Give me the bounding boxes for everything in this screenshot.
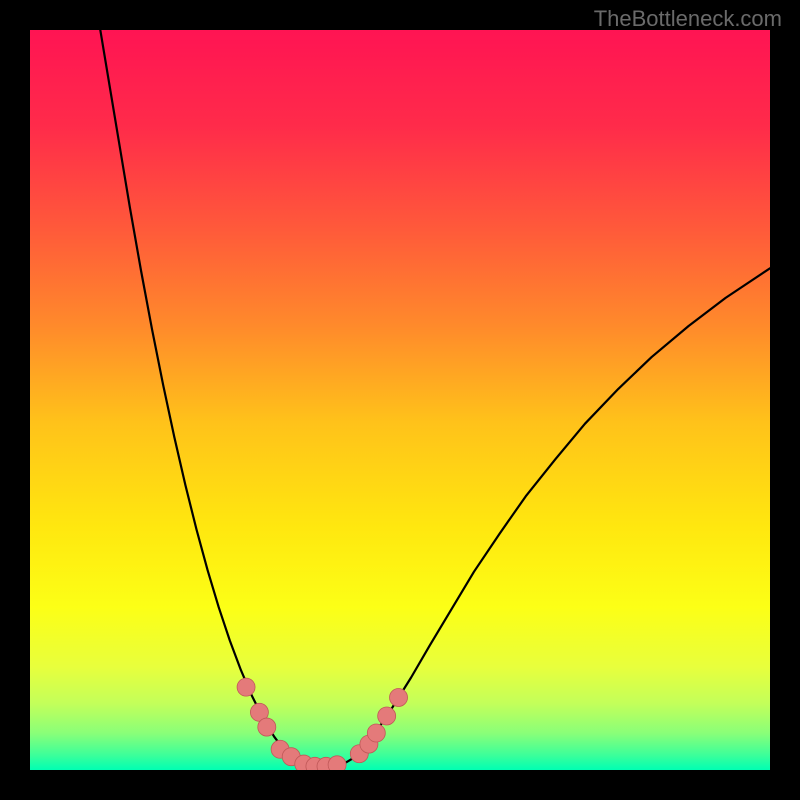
data-marker <box>237 678 255 696</box>
chart-background <box>30 30 770 770</box>
data-marker <box>367 724 385 742</box>
data-marker <box>390 688 408 706</box>
chart-plot-area <box>30 30 770 770</box>
watermark-text: TheBottleneck.com <box>594 6 782 32</box>
data-marker <box>378 707 396 725</box>
chart-svg <box>30 30 770 770</box>
data-marker <box>258 718 276 736</box>
data-marker <box>328 756 346 770</box>
